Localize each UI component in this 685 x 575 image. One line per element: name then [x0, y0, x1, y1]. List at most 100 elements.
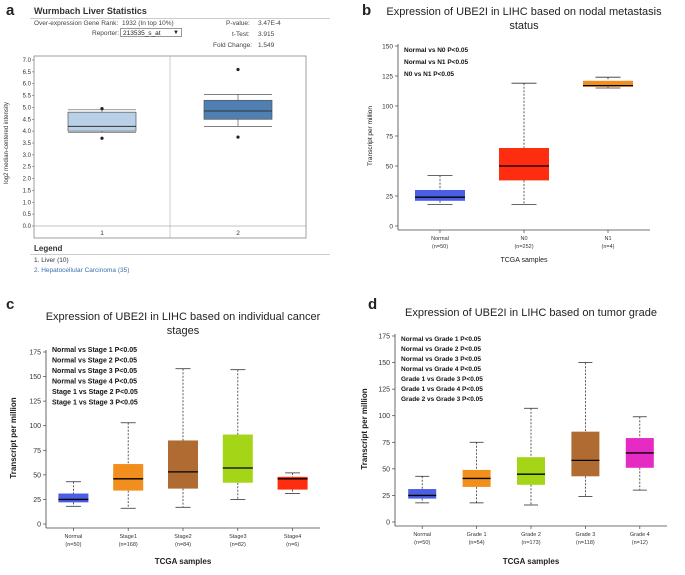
y-tick-label: 75 [33, 448, 41, 455]
category-count: (n=84) [175, 542, 191, 548]
category-label: Stage2 [174, 534, 191, 540]
y-tick-label: 4.5 [23, 117, 32, 123]
significance-annotation: Normal vs N1 P<0.05 [404, 59, 469, 66]
y-tick-label: 7.0 [23, 58, 32, 64]
category-label: Grade 2 [521, 532, 541, 538]
x-axis-label: TCGA samples [503, 557, 560, 566]
ttest-label: t-Test: [232, 31, 250, 38]
box [203, 99, 273, 120]
fold-label: Fold Change: [213, 42, 253, 49]
box [222, 434, 253, 483]
box [517, 457, 545, 485]
chart-title: stages [167, 325, 200, 337]
category-label: 2 [236, 230, 240, 237]
y-tick-label: 3.0 [23, 153, 32, 159]
y-tick-label: 2.5 [23, 165, 32, 171]
category-count: (n=12) [632, 540, 648, 546]
outlier-point [100, 107, 104, 111]
box [113, 464, 144, 491]
chart-c-cancer-stages-boxplot: Expression of UBE2I in LIHC based on ind… [9, 311, 321, 566]
significance-annotation: Normal vs Stage 2 P<0.05 [52, 358, 137, 365]
category-count: (n=50) [65, 542, 81, 548]
outlier-point [236, 67, 240, 72]
y-tick-label: 5.5 [23, 94, 32, 100]
box [408, 489, 437, 499]
y-tick-label: 175 [378, 334, 390, 341]
panel-letter-b: b [362, 2, 372, 19]
category-count: (n=50) [432, 244, 448, 250]
y-tick-label: 4.0 [23, 129, 32, 135]
y-axis-label: Transcript per million [360, 388, 369, 469]
y-tick-label: 75 [386, 134, 394, 141]
significance-annotation: N0 vs N1 P<0.05 [404, 71, 454, 78]
reporter-value: 213535_s_at [123, 30, 161, 37]
y-tick-label: 125 [378, 387, 390, 394]
significance-annotation: Normal vs Grade 1 P<0.05 [401, 336, 481, 343]
significance-annotation: Grade 2 vs Grade 3 P<0.05 [401, 396, 483, 403]
box [277, 476, 308, 490]
y-tick-label: 175 [29, 350, 41, 357]
box [67, 111, 137, 132]
y-axis-label: log2 median-centered intensity [4, 102, 10, 184]
y-tick-label: 150 [378, 360, 390, 367]
significance-annotation: Normal vs Grade 3 P<0.05 [401, 356, 481, 363]
x-axis-label: TCGA samples [500, 257, 548, 264]
category-label: N1 [604, 236, 611, 242]
outlier-point [236, 135, 240, 139]
y-tick-label: 0 [389, 224, 393, 231]
chart-title: Expression of UBE2I in LIHC based on ind… [46, 311, 321, 323]
rank-value: 1932 (In top 10%) [122, 20, 174, 27]
y-tick-label: 0.0 [23, 224, 32, 230]
reporter-select[interactable]: 213535_s_at ▼ [120, 28, 182, 37]
box [58, 493, 89, 503]
category-label: Grade 4 [630, 532, 650, 538]
y-tick-label: 125 [29, 399, 41, 406]
chart-title: Expression of UBE2I in LIHC based on tum… [405, 307, 657, 319]
y-tick-label: 150 [29, 374, 41, 381]
y-tick-label: 25 [386, 194, 394, 201]
category-label: Normal [65, 534, 83, 540]
legend-title: Legend [34, 244, 63, 253]
rank-label: Over-expression Gene Rank: [34, 20, 119, 27]
significance-annotation: Grade 1 vs Grade 4 P<0.05 [401, 386, 483, 393]
y-axis-label: Transcript per million [367, 106, 374, 166]
y-tick-label: 50 [386, 164, 394, 171]
y-tick-label: 5.0 [23, 105, 32, 111]
box [499, 148, 549, 181]
category-count: (n=82) [230, 542, 246, 548]
category-label: Grade 3 [575, 532, 595, 538]
category-count: (n=4) [602, 244, 615, 250]
chart-title: Expression of UBE2I in LIHC based on nod… [386, 6, 662, 18]
category-label: 1 [100, 230, 104, 237]
legend-divider [30, 254, 330, 255]
y-tick-label: 0 [37, 522, 41, 529]
chart-a-wurmbach-boxplot: 0.0 0.5 1.0 1.5 2.0 2.5 3.0 3.5 4.0 4.5 5.0 5.5 6.0 6… [4, 55, 307, 239]
significance-annotation: Normal vs N0 P<0.05 [404, 47, 469, 54]
category-count: (n=168) [119, 542, 138, 548]
y-tick-label: 50 [382, 466, 390, 473]
category-count: (n=173) [521, 540, 540, 546]
y-tick-label: 2.0 [23, 177, 32, 183]
x-axis-label: TCGA samples [155, 557, 212, 566]
category-label: N0 [520, 236, 527, 242]
y-tick-label: 25 [382, 493, 390, 500]
y-tick-label: 100 [29, 423, 41, 430]
y-tick-label: 100 [378, 413, 390, 420]
fold-value: 1.549 [258, 42, 275, 49]
significance-annotation: Normal vs Stage 1 P<0.05 [52, 347, 137, 354]
y-axis-label: Transcript per million [9, 397, 18, 478]
category-label: Grade 1 [467, 532, 487, 538]
panel-letter-d: d [368, 296, 378, 313]
ttest-value: 3.915 [258, 31, 275, 38]
y-tick-label: 6.5 [23, 70, 32, 76]
y-tick-label: 125 [382, 74, 393, 81]
significance-annotation: Stage 1 vs Stage 3 P<0.05 [52, 400, 138, 407]
significance-annotation: Grade 1 vs Grade 3 P<0.05 [401, 376, 483, 383]
reporter-label: Reporter: [92, 30, 120, 37]
category-label: Normal [413, 532, 431, 538]
chart-title: status [509, 20, 539, 32]
y-tick-label: 1.5 [23, 188, 32, 194]
significance-annotation: Normal vs Grade 4 P<0.05 [401, 366, 481, 373]
y-tick-label: 0 [386, 520, 390, 527]
category-label: Normal [431, 236, 449, 242]
